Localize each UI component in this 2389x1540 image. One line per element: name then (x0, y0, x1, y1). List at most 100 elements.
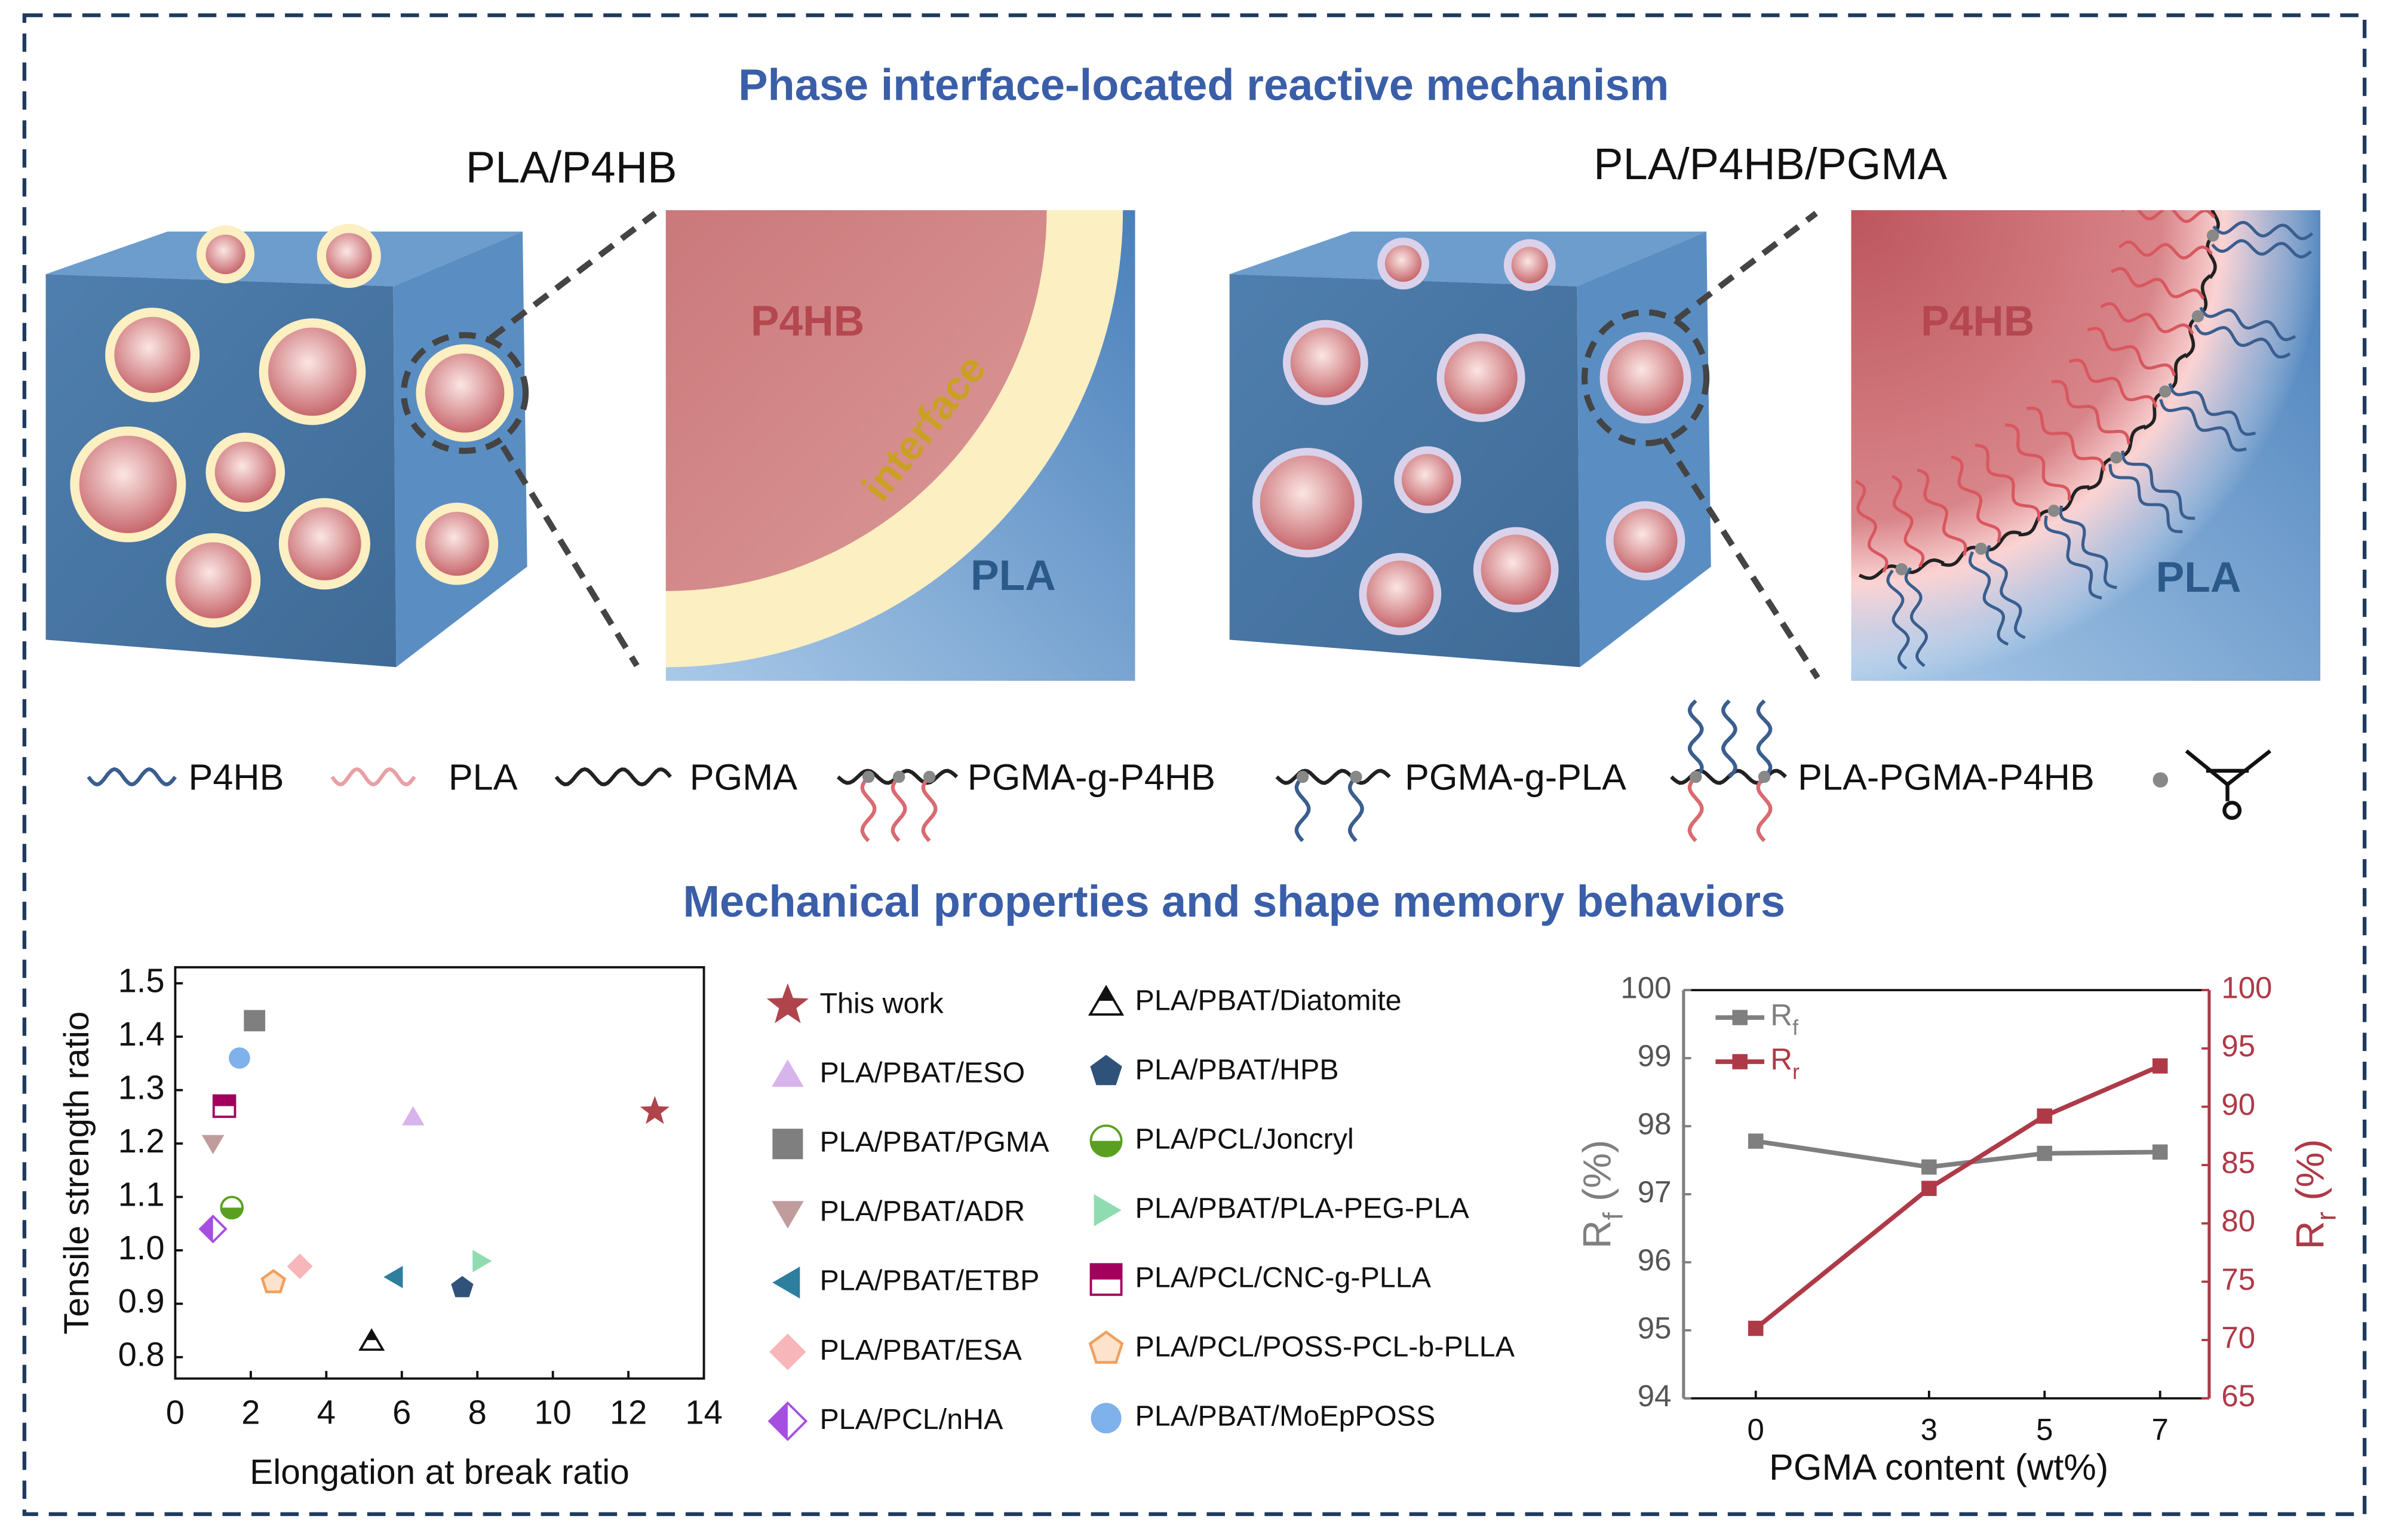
legend-chain (1756, 699, 1773, 779)
marker-shape (472, 1250, 492, 1272)
p4hb-chain (1886, 569, 1910, 670)
epoxy-dot (2159, 385, 2172, 398)
marker-shape (402, 1106, 425, 1126)
y-tick-label: 0.8 (118, 1336, 165, 1373)
legend-swatch (1732, 1054, 1748, 1069)
series-line (1755, 1139, 2160, 1170)
legend-chain (554, 767, 672, 787)
legend-dot (862, 770, 875, 783)
marker-shape (1094, 1194, 1122, 1227)
text-part: R (1770, 998, 1792, 1032)
particle (1367, 560, 1434, 628)
legend-swatch (1091, 1403, 1122, 1434)
marker-shape (366, 1330, 377, 1341)
pla-chain (2100, 302, 2194, 335)
particle (1260, 455, 1355, 550)
marker-shape (260, 1269, 287, 1293)
x-tick-label: 2 (241, 1394, 260, 1431)
outer-border (22, 13, 2367, 1516)
particle (1481, 534, 1551, 605)
x-axis-label: Elongation at break ratio (250, 1453, 630, 1492)
epoxy-dot (1895, 563, 1908, 576)
particle (1401, 454, 1454, 506)
y-tick-label: 94 (1638, 1379, 1672, 1413)
text-part: R (1575, 1220, 1619, 1249)
particle (79, 435, 177, 533)
data-point (640, 1096, 670, 1124)
legend-swatch (772, 1129, 803, 1160)
legend-chain (1687, 699, 1704, 779)
y2-tick-label: 80 (2221, 1204, 2255, 1238)
particle (205, 234, 245, 275)
subscript: r (1792, 1060, 1800, 1084)
y-tick-label: 1.3 (118, 1068, 165, 1106)
p4hb-chain (2108, 464, 2183, 533)
legend-label: PLA/PBAT/HPB (1135, 1053, 1339, 1086)
marker-shape (769, 1403, 788, 1440)
zoom-line (500, 444, 640, 668)
marker-shape (1090, 1055, 1122, 1086)
marker-shape (213, 1095, 235, 1106)
legend-label: PLA (449, 757, 518, 797)
legend-swatch (1090, 1055, 1122, 1086)
epoxy-dot (2191, 310, 2204, 322)
data-point (198, 1215, 228, 1244)
legend-label: PLA/PBAT/ESO (819, 1056, 1025, 1089)
data-point (2037, 1145, 2053, 1161)
left-label: PLA/P4HB (466, 142, 677, 192)
text-part: R (2288, 1221, 2332, 1250)
legend-swatch (1732, 1010, 1748, 1025)
epoxy-dot (2152, 772, 2169, 788)
legend-swatch (1094, 1194, 1122, 1227)
legend-swatch (1089, 1124, 1123, 1158)
series-line (1754, 1063, 2161, 1330)
plot-frame (174, 966, 705, 1380)
epoxy-dot (1975, 542, 1988, 555)
marker-shape (769, 1333, 806, 1370)
y-tick-label: 100 (1620, 971, 1671, 1005)
particle (214, 441, 276, 503)
zoom-panel (1851, 210, 2321, 681)
epoxy-dot (2206, 229, 2219, 242)
marker-shape (772, 1267, 800, 1299)
legend-chain (87, 767, 177, 787)
data-point (1748, 1133, 1764, 1149)
legend-label: PLA/PBAT/Diatomite (1135, 984, 1402, 1016)
x-tick-label: 0 (1748, 1412, 1764, 1446)
data-point (244, 1010, 266, 1032)
legend-swatch (1088, 985, 1125, 1016)
core-label: P4HB (1921, 297, 2034, 345)
legend-label: PLA/PBAT/ADR (819, 1195, 1025, 1228)
y-axis-label: Rf (%) (1575, 1140, 1629, 1249)
x-axis-label: PGMA content (wt%) (1769, 1447, 2108, 1487)
legend-chain (860, 775, 877, 843)
p4hb-chain (2121, 450, 2195, 520)
y-tick-label: 95 (1638, 1311, 1672, 1345)
marker-shape (201, 1135, 225, 1154)
x-tick-label: 8 (468, 1394, 487, 1431)
legend-chain (890, 775, 907, 843)
matrix-label: PLA (971, 552, 1056, 600)
text-part: R (1770, 1042, 1792, 1076)
legend-label: PGMA (690, 757, 797, 797)
legend-chain (1348, 775, 1364, 843)
particle (288, 507, 361, 580)
legend-dot (1350, 770, 1362, 783)
data-point (402, 1106, 425, 1126)
cube-top (45, 231, 523, 287)
subscript: f (1792, 1016, 1798, 1040)
x-tick-label: 14 (685, 1394, 722, 1431)
pla-chain (1854, 479, 1889, 573)
legend-label: Rf (1770, 998, 1798, 1040)
particle (425, 353, 505, 433)
pla-chain (2026, 407, 2106, 471)
y-tick-label: 99 (1638, 1039, 1672, 1073)
marker-shape (772, 1059, 804, 1087)
legend-dot (1758, 770, 1771, 783)
marker-shape (772, 1201, 804, 1229)
marker-shape (221, 1207, 243, 1219)
particle (326, 233, 372, 279)
pla-chain (2069, 358, 2158, 408)
